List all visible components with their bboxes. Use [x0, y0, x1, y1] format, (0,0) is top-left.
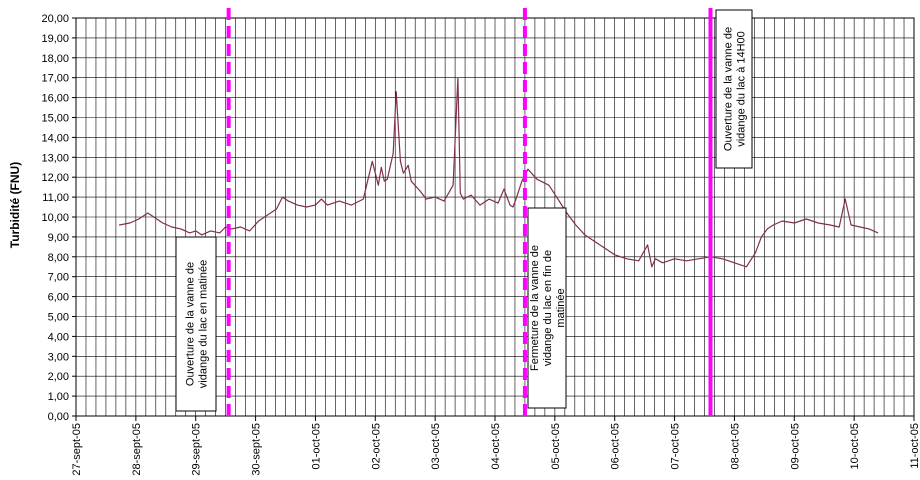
x-tick-label: 02-oct-05 [370, 423, 382, 469]
annotation-box [175, 236, 217, 412]
x-tick-label: 28-sept-05 [131, 423, 143, 476]
y-tick-label: 9,00 [48, 232, 69, 244]
turbidity-series-line [118, 77, 879, 268]
y-tick-label: 5,00 [48, 312, 69, 324]
horizontal-gridlines [76, 17, 914, 417]
y-tick-label: 6,00 [48, 292, 69, 304]
annotation-box [715, 9, 753, 169]
x-tick-label: 07-oct-05 [670, 423, 682, 469]
annotation-label: Ouverture de la vanne devidange du lac e… [185, 260, 210, 388]
y-tick-label: 10,00 [41, 212, 69, 224]
x-tick-label: 30-sept-05 [251, 423, 263, 476]
series-layer [118, 77, 879, 268]
y-tick-label: 17,00 [41, 73, 69, 85]
y-tick-labels: 0,00 1,00 2,00 3,00 4,00 5,00 6,00 7,00 8,00 9,00… [41, 13, 69, 423]
annotation-label: Ouverture de la vanne devidange du lac à… [723, 27, 748, 151]
y-tick-label: 3,00 [48, 351, 69, 363]
x-tick-label: 09-oct-05 [789, 423, 801, 469]
x-tick-label: 04-oct-05 [490, 423, 502, 469]
x-tick-label: 11-oct-05 [909, 423, 920, 469]
x-tick-label: 10-oct-05 [849, 423, 861, 469]
annotation-label: Fermeture de la vanne devidange du lac e… [529, 245, 567, 371]
y-tick-label: 20,00 [41, 13, 69, 25]
y-tick-label: 12,00 [41, 172, 69, 184]
y-tick-label: 7,00 [48, 272, 69, 284]
x-tick-label: 03-oct-05 [430, 423, 442, 469]
x-tick-label: 08-oct-05 [729, 423, 741, 469]
y-tick-label: 15,00 [41, 113, 69, 125]
y-tick-label: 1,00 [48, 391, 69, 403]
y-tick-label: 19,00 [41, 33, 69, 45]
x-tick-label: 29-sept-05 [191, 423, 203, 476]
y-tick-label: 18,00 [41, 53, 69, 65]
event-markers: Ouverture de la vanne devidange du lac e… [175, 8, 753, 416]
x-tick-label: 05-oct-05 [550, 423, 562, 469]
y-axis-label: Turbidité (FNU) [8, 162, 22, 248]
x-tick-label: 01-oct-05 [310, 423, 322, 469]
y-tick-label: 14,00 [41, 132, 69, 144]
y-tick-label: 16,00 [41, 93, 69, 105]
x-tick-label: 27-sept-05 [71, 423, 83, 476]
x-tick-labels: 27-sept-05 28-sept-05 29-sept-05 30-sept-05… [71, 423, 920, 476]
y-tick-label: 11,00 [42, 192, 69, 204]
axes [72, 17, 915, 421]
y-tick-label: 13,00 [41, 152, 69, 164]
x-tick-label: 06-oct-05 [610, 423, 622, 469]
y-tick-label: 2,00 [48, 371, 69, 383]
y-tick-label: 8,00 [48, 252, 69, 264]
annotation-box [527, 207, 567, 409]
y-tick-label: 0,00 [48, 411, 69, 423]
y-tick-label: 4,00 [48, 331, 69, 343]
